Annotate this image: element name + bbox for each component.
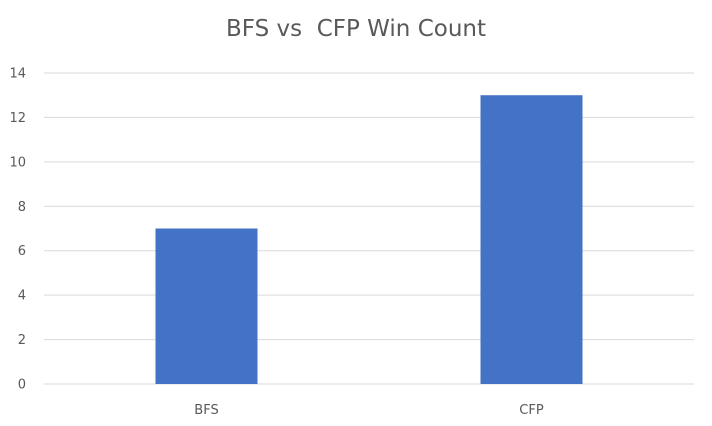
x-tick-label: CFP xyxy=(519,403,544,418)
y-tick-label: 10 xyxy=(9,155,26,170)
y-tick-label: 4 xyxy=(18,289,26,304)
y-axis-ticks: 0 2 4 6 8 10 12 14 xyxy=(9,67,26,393)
y-tick-label: 6 xyxy=(18,244,26,259)
bar-cfp xyxy=(480,95,583,384)
gridlines xyxy=(44,72,694,385)
y-tick-label: 14 xyxy=(9,67,26,82)
bars xyxy=(155,95,583,384)
y-tick-label: 12 xyxy=(9,111,26,126)
y-tick-label: 2 xyxy=(18,333,26,348)
chart-title: BFS vs CFP Win Count xyxy=(225,16,487,42)
x-tick-label: BFS xyxy=(194,403,218,418)
y-tick-label: 0 xyxy=(18,378,26,393)
x-axis-ticks: BFS CFP xyxy=(194,403,544,418)
bar-bfs xyxy=(155,228,258,384)
y-tick-label: 8 xyxy=(18,200,26,215)
